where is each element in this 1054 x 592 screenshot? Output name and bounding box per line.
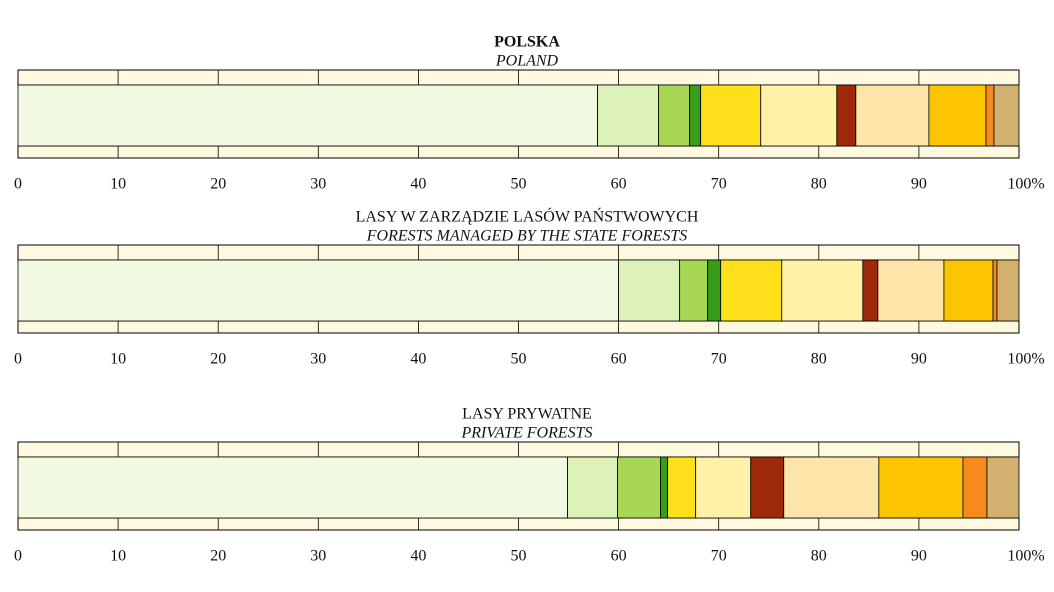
bar-segment <box>928 84 987 147</box>
x-tick-label: 80 <box>811 548 827 565</box>
x-tick-label: 20 <box>210 176 226 193</box>
x-tick-label: 60 <box>611 548 627 565</box>
bar-segment <box>996 259 1020 322</box>
x-tick-label: 70 <box>711 351 727 368</box>
bar-segment <box>985 84 995 147</box>
x-tick-label: 60 <box>611 351 627 368</box>
x-tick-label: 0 <box>14 176 22 193</box>
x-tick-label: 10 <box>110 548 126 565</box>
x-tick-label: 30 <box>310 548 326 565</box>
x-tick-label: 50 <box>511 176 527 193</box>
x-tick-label: 40 <box>410 548 426 565</box>
chart-subtitle: POLAND <box>495 53 559 70</box>
x-tick-label: 90 <box>911 548 927 565</box>
bar-segment <box>720 259 783 322</box>
bar-segment <box>597 84 660 147</box>
bar-segment <box>17 84 598 147</box>
x-tick-label: 20 <box>210 351 226 368</box>
x-tick-label: 40 <box>410 176 426 193</box>
bar-segment <box>667 456 697 519</box>
bar-segment <box>618 259 681 322</box>
bar-segment <box>992 259 998 322</box>
x-tick-label: 10 <box>110 176 126 193</box>
x-tick-label: 100% <box>1007 351 1044 368</box>
x-tick-label: 50 <box>511 548 527 565</box>
bar-segment <box>695 456 752 519</box>
bar-segment <box>689 84 702 147</box>
bar-segment <box>783 456 880 519</box>
chart-subtitle: PRIVATE FORESTS <box>460 425 592 442</box>
x-tick-label: 80 <box>811 176 827 193</box>
bar-segment <box>962 456 988 519</box>
x-tick-label: 20 <box>210 548 226 565</box>
chart-title: POLSKA <box>494 34 560 51</box>
bar-segment <box>617 456 662 519</box>
x-tick-label: 40 <box>410 351 426 368</box>
x-tick-label: 90 <box>911 176 927 193</box>
x-tick-label: 60 <box>611 176 627 193</box>
bar-segment <box>17 259 619 322</box>
x-tick-label: 0 <box>14 351 22 368</box>
bar-segment <box>877 259 945 322</box>
bar-segment <box>943 259 994 322</box>
x-tick-label: 10 <box>110 351 126 368</box>
bar-segment <box>567 456 618 519</box>
x-tick-label: 100% <box>1007 548 1044 565</box>
bar-segment <box>862 259 879 322</box>
bar-segment <box>750 456 785 519</box>
bar-segment <box>781 259 864 322</box>
chart-title: LASY W ZARZĄDZIE LASÓW PAŃSTWOWYCH <box>356 207 699 226</box>
chart-title: LASY PRYWATNE <box>462 406 592 423</box>
x-tick-label: 30 <box>310 176 326 193</box>
x-tick-label: 100% <box>1007 176 1044 193</box>
bar-segment <box>658 84 691 147</box>
x-tick-label: 90 <box>911 351 927 368</box>
bar-segment <box>700 84 762 147</box>
bar-segment <box>707 259 722 322</box>
bar-segment <box>760 84 838 147</box>
bar-segment <box>660 456 669 519</box>
x-tick-label: 70 <box>711 176 727 193</box>
bar-segment <box>878 456 964 519</box>
x-tick-label: 70 <box>711 548 727 565</box>
bar-segment <box>17 456 568 519</box>
bar-segment <box>993 84 1020 147</box>
x-tick-label: 30 <box>310 351 326 368</box>
x-tick-label: 0 <box>14 548 22 565</box>
x-tick-label: 50 <box>511 351 527 368</box>
chart-subtitle: FORESTS MANAGED BY THE STATE FORESTS <box>366 228 687 245</box>
bar-segment <box>986 456 1020 519</box>
x-tick-label: 80 <box>811 351 827 368</box>
bar-segment <box>679 259 709 322</box>
bar-segment <box>836 84 857 147</box>
bar-segment <box>855 84 930 147</box>
